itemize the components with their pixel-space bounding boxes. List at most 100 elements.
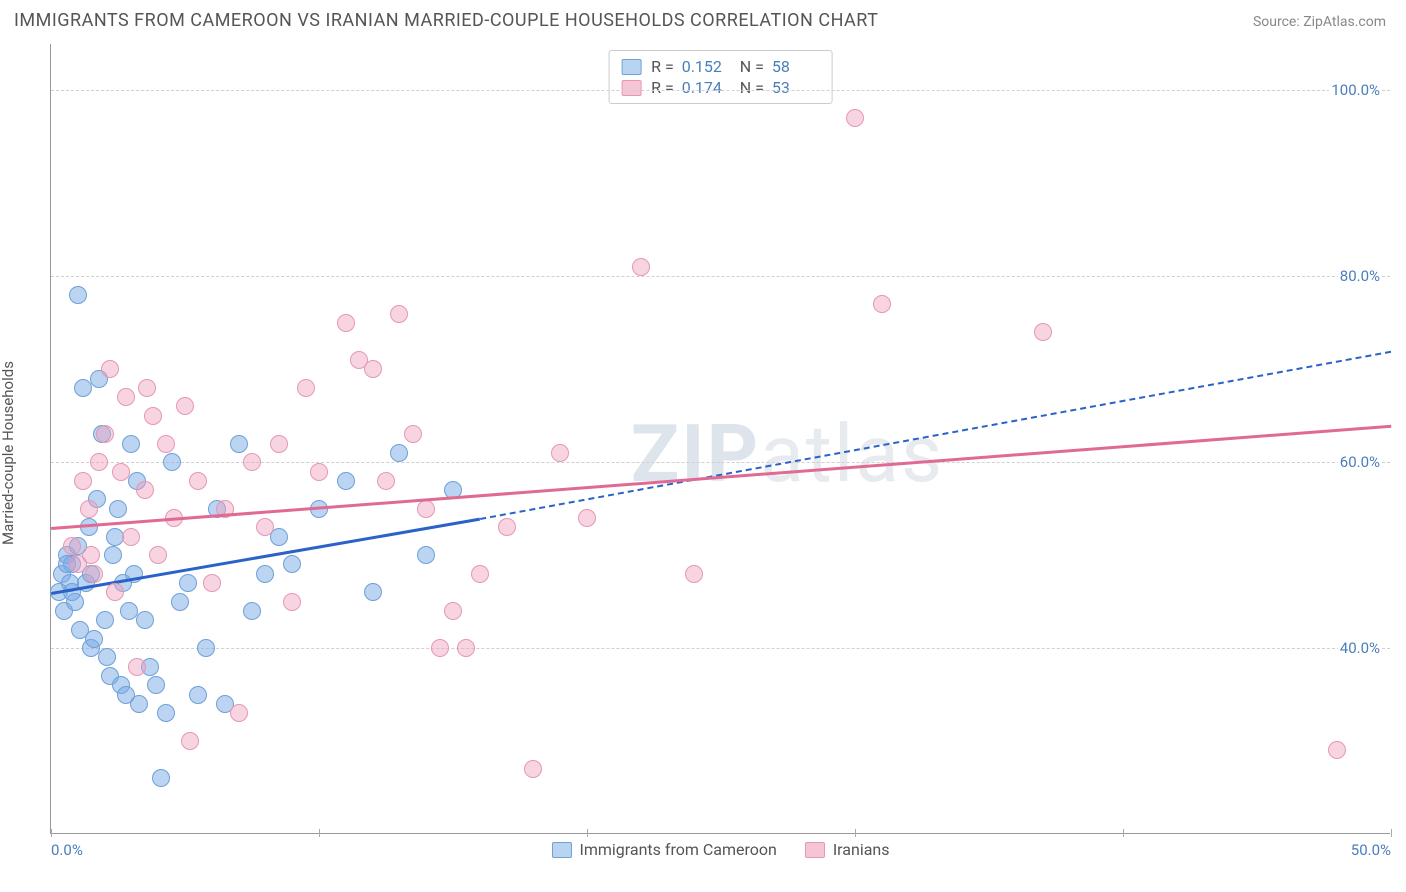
data-point-iranians [63,537,81,555]
y-tick-label: 100.0% [1329,81,1382,99]
data-point-cameroon [122,435,140,453]
r-label: R = [651,78,674,97]
data-point-iranians [85,565,103,583]
legend-series-label: Immigrants from Cameroon [579,840,776,859]
y-tick-label: 80.0% [1338,267,1382,285]
legend-series-item: Immigrants from Cameroon [551,840,776,859]
data-point-iranians [297,379,315,397]
legend-stat-row: R = 0.152 N = 58 [621,57,820,76]
data-point-cameroon [152,769,170,787]
data-point-iranians [685,565,703,583]
source-value: ZipAtlas.com [1303,14,1386,30]
x-tick [587,829,588,837]
data-point-cameroon [256,565,274,583]
data-point-iranians [632,258,650,276]
data-point-iranians [106,583,124,601]
watermark-rest: atlas [760,407,944,501]
data-point-iranians [144,407,162,425]
x-tick [1123,829,1124,837]
data-point-cameroon [74,379,92,397]
data-point-iranians [74,472,92,490]
data-point-iranians [149,546,167,564]
data-point-iranians [444,602,462,620]
y-tick-label: 40.0% [1338,639,1382,657]
data-point-cameroon [179,574,197,592]
r-value: 0.152 [682,57,730,76]
data-point-cameroon [230,435,248,453]
scatter-chart: Married-couple Households ZIPatlas R =0.… [14,44,1392,862]
data-point-iranians [310,463,328,481]
trend-line [51,425,1391,530]
legend-swatch [551,842,571,858]
x-tick [855,829,856,837]
data-point-iranians [82,546,100,564]
data-point-iranians [551,444,569,462]
y-axis-label: Married-couple Households [0,361,17,545]
data-point-iranians [431,639,449,657]
data-point-iranians [364,360,382,378]
gridline [51,276,1390,277]
data-point-iranians [80,500,98,518]
data-point-cameroon [337,472,355,490]
x-tick [319,829,320,837]
data-point-iranians [90,453,108,471]
r-label: R = [651,57,674,76]
n-label: N = [740,57,764,76]
data-point-iranians [873,295,891,313]
legend-swatch [805,842,825,858]
data-point-iranians [136,481,154,499]
data-point-iranians [96,425,114,443]
data-point-iranians [189,472,207,490]
data-point-cameroon [120,602,138,620]
data-point-iranians [417,500,435,518]
legend-series-item: Iranians [805,840,890,859]
data-point-iranians [471,565,489,583]
data-point-cameroon [197,639,215,657]
legend-stat-row: R =0.174N =53 [621,78,820,97]
data-point-iranians [1328,741,1346,759]
data-point-cameroon [98,648,116,666]
data-point-iranians [256,518,274,536]
gridline [51,90,1390,91]
data-point-iranians [337,314,355,332]
data-point-iranians [524,760,542,778]
source-label: Source: [1253,14,1300,30]
data-point-iranians [243,453,261,471]
source-attribution: Source: ZipAtlas.com [1253,14,1386,30]
y-tick-label: 60.0% [1338,453,1382,471]
data-point-iranians [578,509,596,527]
data-point-iranians [457,639,475,657]
x-tick [51,829,52,837]
n-value: 53 [772,78,820,97]
x-tick [1391,829,1392,837]
data-point-iranians [1034,323,1052,341]
data-point-cameroon [417,546,435,564]
data-point-iranians [404,425,422,443]
data-point-cameroon [171,593,189,611]
data-point-iranians [390,305,408,323]
data-point-cameroon [130,695,148,713]
data-point-cameroon [147,676,165,694]
data-point-cameroon [157,704,175,722]
legend-stats: R = 0.152 N = 58 R =0.174N =53 [608,50,833,104]
chart-title: IMMIGRANTS FROM CAMEROON VS IRANIAN MARR… [14,10,878,31]
plot-area: ZIPatlas R =0.152N =58R =0.174N =53 Immi… [50,44,1390,834]
data-point-iranians [157,435,175,453]
n-value: 58 [772,57,820,76]
data-point-cameroon [69,286,87,304]
data-point-cameroon [163,453,181,471]
data-point-iranians [181,732,199,750]
data-point-cameroon [390,444,408,462]
legend-swatch [621,80,641,96]
data-point-cameroon [189,686,207,704]
data-point-iranians [203,574,221,592]
data-point-iranians [498,518,516,536]
data-point-iranians [283,593,301,611]
data-point-iranians [270,435,288,453]
data-point-iranians [846,109,864,127]
data-point-iranians [176,397,194,415]
data-point-iranians [117,388,135,406]
data-point-iranians [128,658,146,676]
data-point-cameroon [136,611,154,629]
data-point-cameroon [85,630,103,648]
